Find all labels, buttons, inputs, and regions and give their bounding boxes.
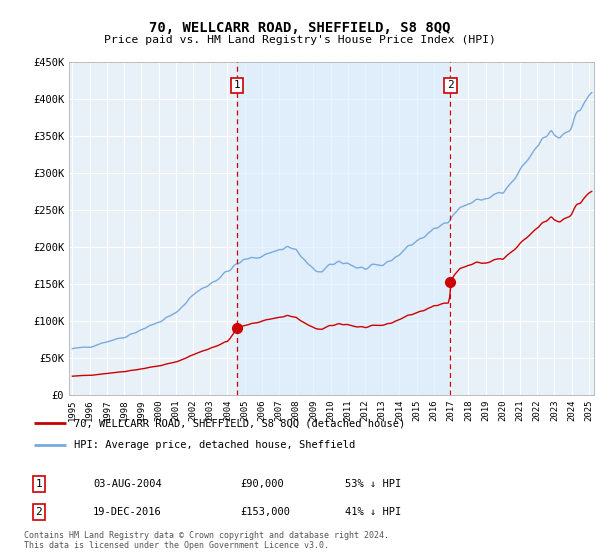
Text: 03-AUG-2004: 03-AUG-2004: [93, 479, 162, 489]
Text: 2: 2: [35, 507, 43, 517]
Text: Price paid vs. HM Land Registry's House Price Index (HPI): Price paid vs. HM Land Registry's House …: [104, 35, 496, 45]
Text: £153,000: £153,000: [240, 507, 290, 517]
Text: 19-DEC-2016: 19-DEC-2016: [93, 507, 162, 517]
Text: 1: 1: [35, 479, 43, 489]
Text: 70, WELLCARR ROAD, SHEFFIELD, S8 8QQ (detached house): 70, WELLCARR ROAD, SHEFFIELD, S8 8QQ (de…: [74, 418, 405, 428]
Text: 70, WELLCARR ROAD, SHEFFIELD, S8 8QQ: 70, WELLCARR ROAD, SHEFFIELD, S8 8QQ: [149, 21, 451, 35]
Text: 53% ↓ HPI: 53% ↓ HPI: [345, 479, 401, 489]
Text: £90,000: £90,000: [240, 479, 284, 489]
Text: 1: 1: [234, 80, 241, 90]
Text: Contains HM Land Registry data © Crown copyright and database right 2024.
This d: Contains HM Land Registry data © Crown c…: [24, 530, 389, 550]
Text: 2: 2: [447, 80, 454, 90]
Bar: [238, 62, 451, 395]
Text: HPI: Average price, detached house, Sheffield: HPI: Average price, detached house, Shef…: [74, 440, 355, 450]
Text: 41% ↓ HPI: 41% ↓ HPI: [345, 507, 401, 517]
